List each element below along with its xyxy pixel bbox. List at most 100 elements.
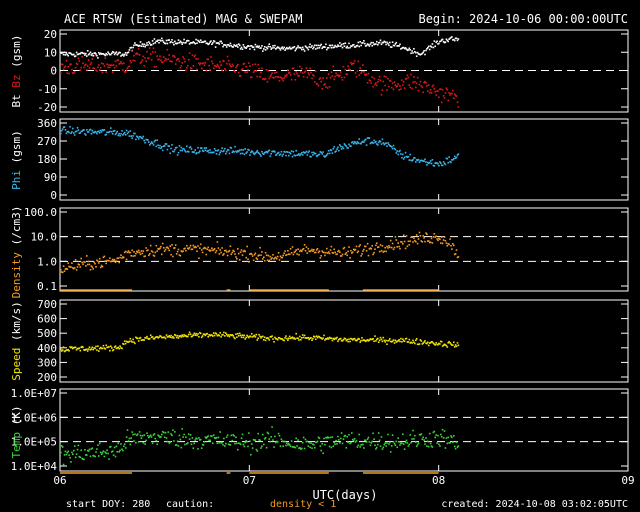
data-point	[254, 152, 257, 154]
x-tick-label: 09	[621, 474, 634, 487]
data-point	[415, 159, 418, 161]
data-point	[294, 154, 297, 157]
data-point	[351, 251, 354, 253]
data-point	[268, 77, 271, 80]
y-tick-label: 1.0E+04	[11, 460, 58, 473]
data-point	[205, 42, 208, 45]
data-point	[326, 337, 329, 339]
data-point	[339, 251, 341, 253]
data-point	[280, 47, 283, 49]
data-point	[126, 341, 129, 343]
data-point	[190, 248, 193, 251]
data-point	[76, 448, 79, 451]
data-point	[274, 336, 276, 339]
data-point	[288, 71, 291, 74]
data-point	[382, 251, 385, 253]
data-point	[219, 431, 221, 433]
data-point	[275, 441, 277, 444]
y-tick-label: 270	[37, 135, 57, 148]
data-point	[331, 44, 334, 47]
data-point	[400, 153, 402, 155]
data-point	[383, 75, 386, 77]
data-point	[346, 45, 348, 48]
data-point	[60, 63, 63, 66]
data-point	[433, 165, 436, 167]
data-point	[287, 444, 289, 446]
data-point	[301, 447, 303, 450]
data-point	[160, 59, 162, 62]
data-point	[87, 260, 90, 263]
data-point	[179, 254, 182, 257]
data-point	[338, 338, 340, 341]
data-point	[140, 45, 143, 47]
data-point	[81, 55, 83, 58]
data-point	[377, 337, 379, 340]
data-point	[452, 89, 454, 92]
data-point	[334, 337, 336, 340]
data-point	[447, 161, 449, 164]
data-point	[283, 252, 285, 255]
data-point	[438, 42, 440, 45]
y-tick-label: 300	[37, 356, 57, 369]
data-point	[251, 336, 254, 338]
data-point	[109, 257, 111, 259]
data-point	[154, 251, 157, 254]
data-point	[293, 73, 296, 75]
data-point	[158, 336, 160, 338]
data-point	[175, 42, 178, 45]
data-point	[271, 426, 273, 428]
data-point	[258, 254, 260, 256]
data-point	[275, 76, 277, 78]
panel-frame	[59, 118, 629, 201]
data-point	[60, 51, 62, 54]
data-point	[406, 74, 409, 77]
data-point	[247, 148, 249, 151]
data-point	[159, 335, 161, 337]
data-point	[237, 63, 239, 66]
data-point	[264, 339, 267, 342]
data-point	[400, 442, 402, 444]
data-point	[191, 42, 194, 44]
data-point	[235, 256, 237, 258]
data-point	[237, 150, 240, 153]
data-point	[421, 52, 424, 55]
data-point	[342, 65, 345, 68]
data-point	[368, 441, 371, 443]
data-point	[438, 96, 440, 99]
data-point	[360, 255, 362, 257]
data-point	[400, 48, 402, 50]
data-point	[170, 147, 172, 150]
data-point	[113, 258, 116, 261]
data-point	[237, 448, 239, 451]
data-point	[416, 51, 419, 54]
data-point	[120, 443, 122, 445]
data-point	[263, 438, 266, 440]
data-point	[415, 86, 417, 89]
data-point	[420, 433, 423, 435]
data-point	[269, 255, 272, 258]
data-point	[336, 253, 338, 255]
data-point	[319, 445, 322, 447]
data-point	[439, 88, 441, 90]
data-point	[440, 162, 442, 164]
data-point	[226, 149, 229, 151]
data-point	[65, 453, 68, 456]
data-point	[338, 75, 340, 78]
data-point	[195, 152, 197, 155]
data-point	[306, 252, 309, 254]
data-point	[195, 332, 197, 335]
data-point	[397, 437, 399, 439]
data-point	[382, 41, 385, 44]
data-point	[110, 260, 112, 263]
data-point	[75, 62, 78, 65]
data-point	[263, 256, 265, 258]
data-point	[236, 336, 238, 338]
data-point	[85, 134, 87, 136]
data-point	[351, 141, 354, 143]
data-point	[410, 73, 412, 76]
data-point	[186, 335, 188, 338]
data-point	[424, 80, 426, 83]
data-point	[266, 431, 269, 434]
data-point	[377, 141, 380, 144]
data-point	[404, 47, 407, 49]
